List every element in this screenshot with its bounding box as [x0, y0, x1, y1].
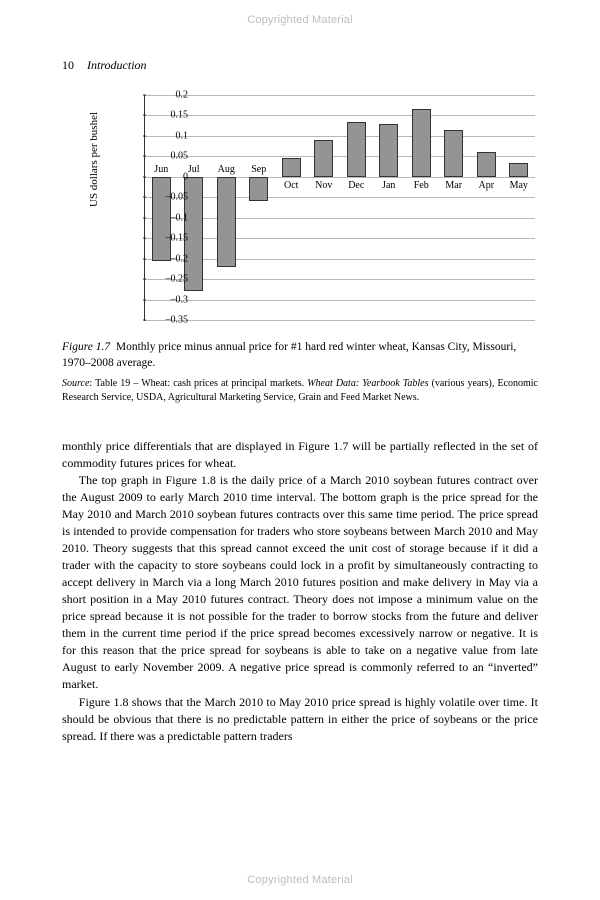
y-tick-mark: [143, 258, 146, 259]
y-tick-mark: [143, 279, 146, 280]
watermark-bottom: Copyrighted Material: [0, 874, 600, 886]
figure-text: Monthly price minus annual price for #1 …: [62, 341, 516, 369]
bar: [412, 109, 431, 177]
x-category-label: Dec: [348, 180, 364, 191]
bar: [217, 177, 236, 267]
y-tick-label: 0: [152, 171, 188, 182]
gridline: [145, 136, 535, 137]
gridline: [145, 238, 535, 239]
gridline: [145, 279, 535, 280]
x-category-label: Oct: [284, 180, 298, 191]
chart-container: US dollars per bushel JunJulAugSepOctNov…: [100, 95, 538, 330]
gridline: [145, 218, 535, 219]
x-category-label: Sep: [251, 164, 266, 175]
gridline: [145, 259, 535, 260]
y-tick-mark: [143, 95, 146, 96]
y-tick-label: 0.1: [152, 130, 188, 141]
bar: [347, 122, 366, 177]
plot-area: JunJulAugSepOctNovDecJanFebMarAprMay: [144, 95, 535, 321]
y-tick-label: –0.25: [152, 274, 188, 285]
y-tick-mark: [143, 176, 146, 177]
y-tick-mark: [143, 299, 146, 300]
y-tick-mark: [143, 197, 146, 198]
x-category-label: Jul: [188, 164, 200, 175]
bar: [509, 163, 528, 177]
y-tick-label: –0.2: [152, 253, 188, 264]
x-category-label: Nov: [315, 180, 332, 191]
section-title: Introduction: [87, 58, 147, 72]
source-pre: : Table 19 – Wheat: cash prices at princ…: [89, 378, 307, 389]
figure-source: Source: Table 19 – Wheat: cash prices at…: [62, 377, 538, 404]
paragraph: monthly price differentials that are dis…: [62, 438, 538, 472]
gridline: [145, 300, 535, 301]
page-content: 10 Introduction US dollars per bushel Ju…: [62, 58, 538, 745]
figure-caption: Figure 1.7 Monthly price minus annual pr…: [62, 340, 538, 371]
y-tick-mark: [143, 115, 146, 116]
y-tick-label: –0.35: [152, 315, 188, 326]
gridline: [145, 95, 535, 96]
paragraph: The top graph in Figure 1.8 is the daily…: [62, 472, 538, 693]
paragraph: Figure 1.8 shows that the March 2010 to …: [62, 694, 538, 745]
y-tick-label: 0.15: [152, 110, 188, 121]
y-tick-label: –0.15: [152, 233, 188, 244]
x-category-label: May: [510, 180, 528, 191]
x-category-label: Apr: [478, 180, 494, 191]
source-label: Source: [62, 378, 89, 389]
gridline: [145, 197, 535, 198]
bar-chart: US dollars per bushel JunJulAugSepOctNov…: [100, 95, 538, 330]
page-number: 10: [62, 58, 74, 72]
watermark-top: Copyrighted Material: [0, 14, 600, 26]
running-head: 10 Introduction: [62, 58, 538, 73]
y-tick-mark: [143, 320, 146, 321]
gridline: [145, 115, 535, 116]
y-tick-label: –0.05: [152, 192, 188, 203]
x-category-label: Jan: [382, 180, 395, 191]
y-tick-label: 0.2: [152, 90, 188, 101]
x-category-label: Aug: [218, 164, 235, 175]
y-tick-mark: [143, 156, 146, 157]
y-tick-label: 0.05: [152, 151, 188, 162]
y-tick-mark: [143, 135, 146, 136]
bar: [314, 140, 333, 177]
bar: [379, 124, 398, 177]
bar: [444, 130, 463, 177]
bar: [249, 177, 268, 202]
y-tick-mark: [143, 217, 146, 218]
x-category-label: Mar: [445, 180, 462, 191]
bar: [282, 158, 301, 176]
figure-label: Figure 1.7: [62, 341, 110, 353]
source-italic: Wheat Data: Yearbook Tables: [307, 378, 428, 389]
gridline: [145, 320, 535, 321]
x-category-label: Feb: [414, 180, 429, 191]
bar: [477, 152, 496, 177]
y-tick-label: –0.1: [152, 212, 188, 223]
gridline: [145, 177, 535, 178]
y-axis-label: US dollars per bushel: [88, 112, 100, 207]
body-text: monthly price differentials that are dis…: [62, 438, 538, 745]
y-tick-label: –0.3: [152, 294, 188, 305]
y-tick-mark: [143, 238, 146, 239]
